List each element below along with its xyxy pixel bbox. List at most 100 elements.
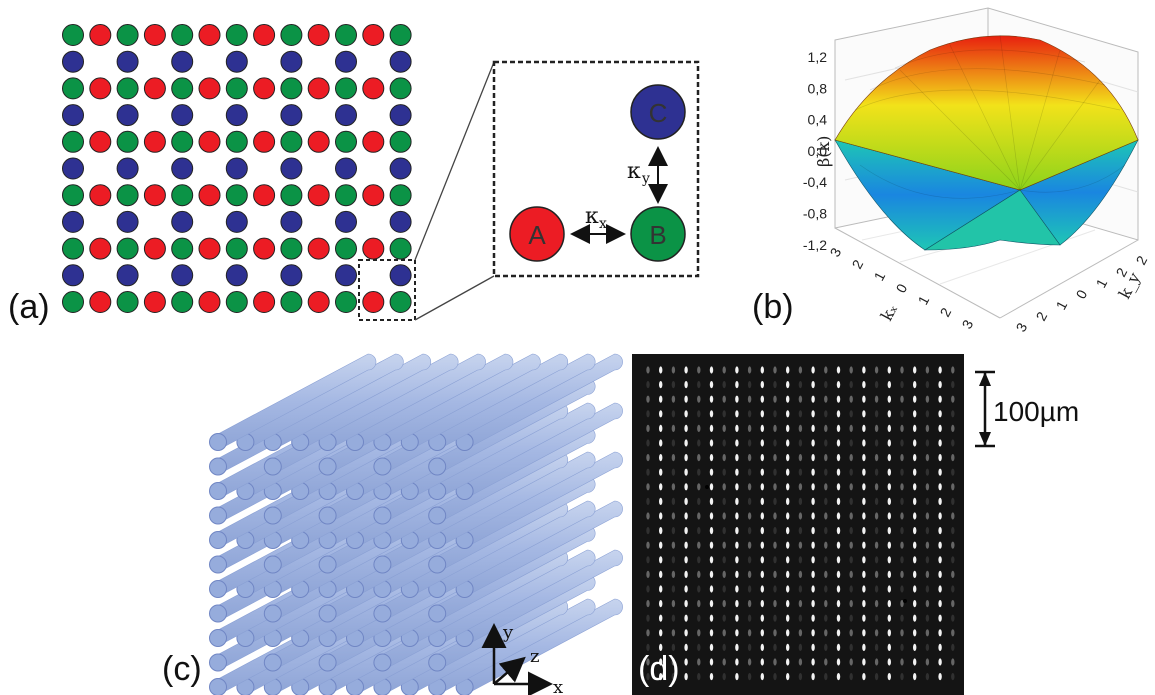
light-spot (697, 673, 701, 681)
light-spot (735, 600, 739, 608)
light-spot (709, 585, 714, 593)
light-spot (671, 483, 676, 491)
waveguide-end (209, 531, 227, 549)
light-spot (735, 541, 739, 549)
lattice-site (198, 237, 221, 260)
light-spot (786, 527, 790, 535)
light-spot (646, 439, 650, 447)
light-spot (773, 570, 777, 579)
light-spot (824, 673, 828, 681)
lattice-site (171, 77, 194, 100)
lattice-site (389, 24, 412, 46)
light-spot (671, 658, 676, 666)
light-spot (849, 658, 853, 666)
light-spot (900, 395, 904, 403)
light-spot (824, 570, 828, 579)
light-spot (925, 600, 930, 608)
light-spot (722, 424, 726, 432)
light-spot (824, 424, 828, 432)
light-spot (659, 658, 663, 666)
light-spot (697, 527, 701, 535)
light-spot (938, 629, 942, 637)
lattice-site (253, 291, 276, 313)
lattice-site (225, 264, 248, 287)
light-spot (798, 570, 803, 579)
light-spot (735, 658, 739, 666)
waveguide-end (428, 555, 447, 574)
light-spot (735, 614, 739, 622)
light-spot (773, 366, 777, 374)
lattice-site (225, 237, 248, 260)
light-spot (951, 483, 955, 491)
light-spot (659, 614, 663, 622)
light-spot (798, 600, 803, 608)
lattice-site (116, 130, 139, 153)
light-spot (747, 658, 752, 666)
coordinate-axes: y z x (481, 622, 563, 695)
kx-tick-label: 3 (827, 245, 845, 260)
light-spot (849, 585, 853, 593)
light-spot (938, 410, 942, 418)
light-spot (836, 614, 841, 622)
light-spot (862, 395, 866, 403)
light-spot (747, 570, 752, 579)
light-spot (786, 424, 790, 432)
light-spot (938, 366, 942, 374)
waveguide-end (263, 457, 282, 476)
light-spot (849, 643, 853, 652)
lattice-site (116, 77, 139, 100)
light-spot (849, 366, 853, 374)
kappa-y-symbol: κ (627, 159, 641, 184)
light-spot (646, 497, 650, 505)
scale-bar-label: 100µm (993, 396, 1079, 427)
light-spot (874, 395, 879, 403)
light-spot (811, 454, 815, 462)
axis-x-label: x (553, 677, 563, 695)
light-spot (798, 643, 803, 652)
panel-label-b: (b) (752, 288, 794, 326)
kx-tick-label: 1 (915, 293, 933, 308)
light-spot (836, 643, 841, 652)
light-spot (925, 614, 930, 622)
light-spot (684, 556, 688, 564)
light-spot (659, 483, 663, 491)
light-spot (900, 512, 904, 520)
light-spot (760, 381, 764, 389)
lattice-site (198, 130, 221, 153)
light-spot (659, 600, 663, 608)
light-spot (913, 381, 917, 389)
lattice-site (280, 210, 303, 233)
waveguide-rod (436, 500, 596, 598)
unit-cell-highlight (358, 259, 416, 321)
light-spot (786, 381, 790, 389)
light-spot (824, 541, 828, 549)
light-spot (925, 424, 930, 432)
light-spot (862, 381, 866, 389)
light-spot (786, 658, 790, 666)
light-spot (887, 643, 891, 652)
light-spot (760, 658, 764, 666)
light-spot (811, 643, 815, 652)
light-spot (659, 424, 663, 432)
light-spot (862, 512, 866, 520)
light-spot (735, 454, 739, 462)
light-spot (709, 643, 714, 652)
light-spot (735, 570, 739, 579)
light-spot (862, 497, 866, 505)
light-spot (709, 395, 714, 403)
light-spot (824, 395, 828, 403)
light-spot (786, 512, 790, 520)
light-spot (862, 585, 866, 593)
light-spot (684, 512, 688, 520)
light-spot (697, 600, 701, 608)
light-spot (824, 658, 828, 666)
light-spot (659, 527, 663, 535)
waveguide-rod (217, 353, 377, 451)
light-spot (862, 614, 866, 622)
lattice-site (335, 104, 357, 127)
waveguide-end (209, 506, 227, 525)
light-spot (836, 570, 841, 579)
light-spot (913, 614, 917, 622)
waveguide-rod (436, 549, 596, 647)
light-spot (786, 366, 790, 374)
